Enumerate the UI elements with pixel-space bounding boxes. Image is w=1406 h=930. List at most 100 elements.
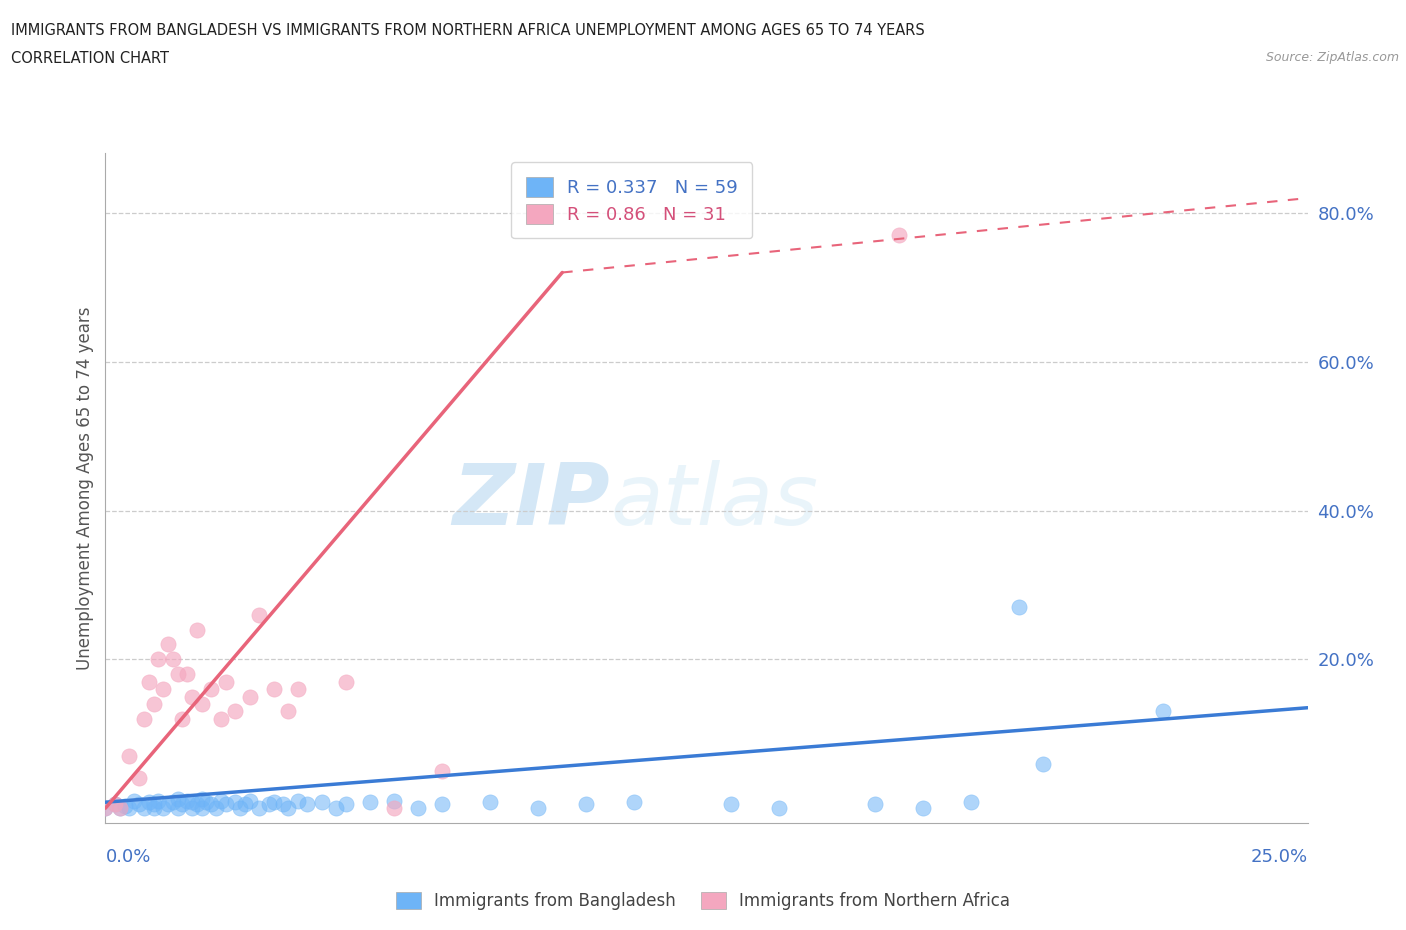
Point bbox=[142, 697, 165, 711]
Point bbox=[166, 801, 188, 816]
Point bbox=[200, 682, 222, 697]
Point bbox=[138, 795, 160, 810]
Text: ZIP: ZIP bbox=[453, 460, 610, 543]
Point bbox=[94, 801, 117, 816]
Point bbox=[229, 801, 252, 816]
Text: 0.0%: 0.0% bbox=[105, 848, 150, 866]
Point bbox=[181, 795, 204, 810]
Y-axis label: Unemployment Among Ages 65 to 74 years: Unemployment Among Ages 65 to 74 years bbox=[76, 307, 94, 670]
Point bbox=[186, 797, 208, 812]
Point bbox=[257, 797, 280, 812]
Legend: R = 0.337   N = 59, R = 0.86   N = 31: R = 0.337 N = 59, R = 0.86 N = 31 bbox=[512, 163, 752, 238]
Point bbox=[247, 607, 270, 622]
Point bbox=[132, 801, 155, 816]
Point bbox=[172, 711, 194, 726]
Point bbox=[190, 801, 212, 816]
Point bbox=[162, 652, 184, 667]
Point bbox=[311, 795, 333, 810]
Point bbox=[156, 797, 179, 812]
Point bbox=[768, 801, 790, 816]
Point bbox=[297, 797, 319, 812]
Point bbox=[162, 795, 184, 810]
Point bbox=[190, 791, 212, 806]
Point bbox=[911, 801, 934, 816]
Point bbox=[287, 793, 309, 808]
Point bbox=[148, 793, 170, 808]
Point bbox=[960, 795, 983, 810]
Point bbox=[277, 801, 299, 816]
Point bbox=[166, 791, 188, 806]
Point bbox=[118, 801, 141, 816]
Point bbox=[214, 674, 236, 689]
Point bbox=[104, 797, 127, 812]
Point bbox=[1152, 704, 1174, 719]
Point bbox=[209, 711, 232, 726]
Point bbox=[148, 652, 170, 667]
Point bbox=[325, 801, 347, 816]
Legend: Immigrants from Bangladesh, Immigrants from Northern Africa: Immigrants from Bangladesh, Immigrants f… bbox=[389, 885, 1017, 917]
Point bbox=[142, 797, 165, 812]
Point bbox=[1008, 600, 1031, 615]
Point bbox=[224, 795, 246, 810]
Point bbox=[128, 771, 150, 786]
Point bbox=[224, 704, 246, 719]
Point bbox=[887, 228, 910, 243]
Point bbox=[233, 797, 256, 812]
Point bbox=[287, 682, 309, 697]
Point bbox=[132, 711, 155, 726]
Point bbox=[263, 682, 285, 697]
Point bbox=[263, 795, 285, 810]
Point bbox=[181, 689, 204, 704]
Point bbox=[156, 637, 179, 652]
Point bbox=[247, 801, 270, 816]
Point bbox=[406, 801, 429, 816]
Point bbox=[277, 704, 299, 719]
Point bbox=[172, 797, 194, 812]
Point bbox=[104, 797, 127, 812]
Text: atlas: atlas bbox=[610, 460, 818, 543]
Point bbox=[128, 797, 150, 812]
Point bbox=[479, 795, 502, 810]
Point bbox=[239, 793, 262, 808]
Point bbox=[335, 797, 357, 812]
Point bbox=[214, 797, 236, 812]
Text: CORRELATION CHART: CORRELATION CHART bbox=[11, 51, 169, 66]
Text: IMMIGRANTS FROM BANGLADESH VS IMMIGRANTS FROM NORTHERN AFRICA UNEMPLOYMENT AMONG: IMMIGRANTS FROM BANGLADESH VS IMMIGRANTS… bbox=[11, 23, 925, 38]
Point bbox=[195, 795, 218, 810]
Point bbox=[94, 801, 117, 816]
Point bbox=[863, 797, 886, 812]
Point bbox=[382, 801, 405, 816]
Point bbox=[209, 793, 232, 808]
Point bbox=[623, 795, 645, 810]
Point bbox=[166, 667, 188, 682]
Point bbox=[527, 801, 550, 816]
Point bbox=[239, 689, 262, 704]
Point bbox=[273, 797, 295, 812]
Point bbox=[190, 697, 212, 711]
Point bbox=[138, 674, 160, 689]
Point bbox=[176, 793, 198, 808]
Point bbox=[186, 622, 208, 637]
Point bbox=[200, 797, 222, 812]
Point bbox=[118, 749, 141, 764]
Point bbox=[575, 797, 598, 812]
Text: 25.0%: 25.0% bbox=[1250, 848, 1308, 866]
Point bbox=[430, 764, 453, 778]
Point bbox=[176, 667, 198, 682]
Point bbox=[382, 793, 405, 808]
Point bbox=[108, 801, 131, 816]
Point bbox=[181, 801, 204, 816]
Point bbox=[335, 674, 357, 689]
Point bbox=[359, 795, 381, 810]
Point bbox=[152, 682, 174, 697]
Point bbox=[720, 797, 742, 812]
Point bbox=[205, 801, 228, 816]
Point bbox=[430, 797, 453, 812]
Text: Source: ZipAtlas.com: Source: ZipAtlas.com bbox=[1265, 51, 1399, 64]
Point bbox=[124, 793, 146, 808]
Point bbox=[1032, 756, 1054, 771]
Point bbox=[152, 801, 174, 816]
Point bbox=[108, 801, 131, 816]
Point bbox=[114, 799, 136, 814]
Point bbox=[142, 801, 165, 816]
